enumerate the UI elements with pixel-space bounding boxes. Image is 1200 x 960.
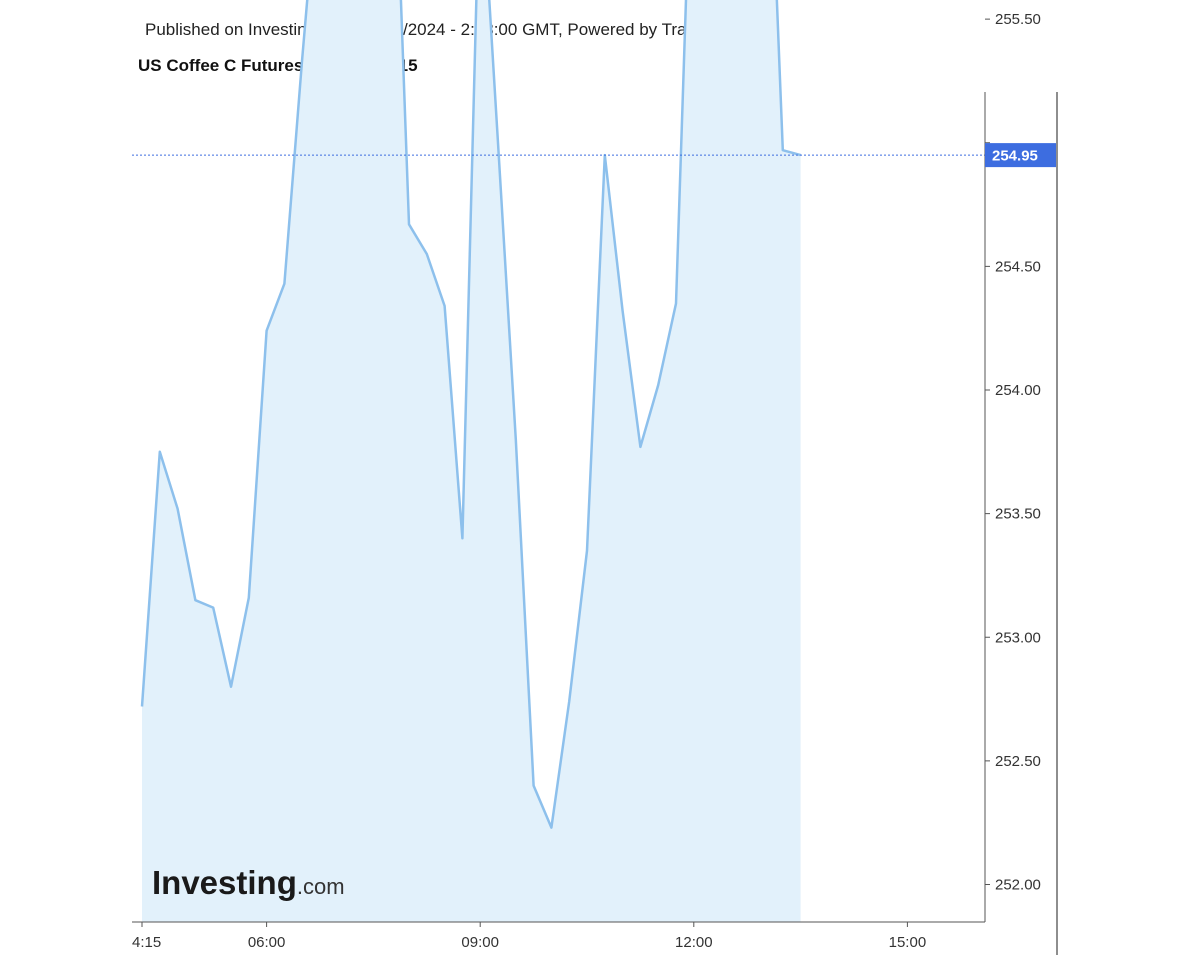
y-tick-label: 253.00 xyxy=(995,629,1041,646)
price-line xyxy=(140,0,801,829)
logo-main-text: Investing xyxy=(152,864,297,901)
x-tick-label: 09:00 xyxy=(461,934,499,951)
y-tick-label: 255.50 xyxy=(995,11,1041,28)
y-tick-label: 253.50 xyxy=(995,506,1041,523)
y-tick-label: 252.50 xyxy=(995,753,1041,770)
x-tick-label: 12:00 xyxy=(675,934,713,951)
area-fill xyxy=(142,0,801,922)
x-tick-label: 15:00 xyxy=(889,934,927,951)
investing-logo: Investing.com xyxy=(152,864,345,901)
y-tick-label: 254.00 xyxy=(995,382,1041,399)
x-tick-label: 4:15 xyxy=(132,934,161,951)
y-tick-label: 252.00 xyxy=(995,877,1041,894)
published-note: Published on Investing.com, 5/Oct/2024 -… xyxy=(145,20,759,39)
last-price-label: 254.95 xyxy=(992,148,1038,165)
last-price-box xyxy=(985,143,1056,168)
y-tick-label: 254.50 xyxy=(995,258,1041,275)
x-tick-label: 06:00 xyxy=(248,934,286,951)
logo-sub-text: .com xyxy=(297,874,345,899)
